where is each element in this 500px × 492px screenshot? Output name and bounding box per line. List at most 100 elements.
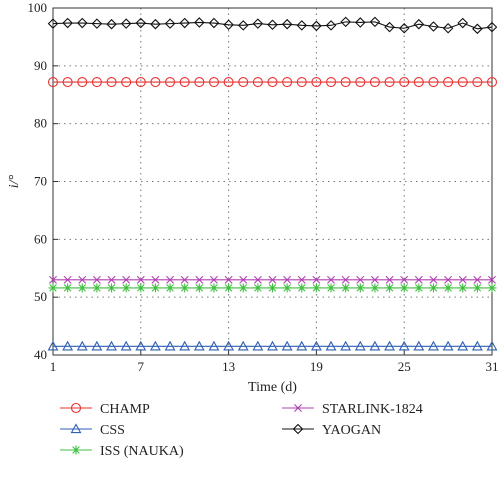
- data-point: [223, 19, 234, 31]
- data-point: [92, 275, 101, 284]
- data-point: [429, 275, 438, 284]
- data-point: [63, 283, 73, 293]
- data-point: [282, 76, 293, 88]
- data-point: [120, 18, 132, 29]
- series-layer: [47, 16, 498, 351]
- legend: CHAMP CSS ISS (NAUKA) STARLINK-1824 YAOGAN: [60, 402, 423, 459]
- data-point: [442, 340, 454, 351]
- axis-ticks: 1 7 13 19 25 31 40 50 60 70 80 90 100: [28, 0, 499, 374]
- data-point: [325, 20, 337, 31]
- data-point: [135, 76, 146, 88]
- data-point: [238, 76, 249, 88]
- data-point: [400, 275, 409, 284]
- data-point: [458, 275, 467, 284]
- legend-item: ISS (NAUKA): [60, 444, 184, 459]
- x-tick-label: 31: [486, 359, 499, 374]
- data-point: [252, 76, 263, 88]
- data-point: [179, 76, 190, 88]
- data-point: [399, 283, 409, 293]
- x-tick-label: 25: [398, 359, 411, 374]
- data-point: [253, 283, 263, 293]
- data-point: [106, 18, 117, 30]
- data-point: [252, 340, 264, 351]
- legend-marker: [70, 423, 82, 434]
- data-point: [326, 283, 336, 293]
- data-point: [135, 340, 147, 351]
- data-point: [91, 76, 102, 88]
- data-point: [77, 76, 88, 88]
- series-1: [47, 340, 498, 351]
- data-point: [239, 275, 248, 284]
- data-point: [384, 340, 396, 351]
- legend-label: STARLINK-1824: [322, 402, 423, 417]
- y-tick-label: 70: [34, 174, 47, 189]
- data-point: [398, 340, 410, 351]
- data-point: [486, 21, 498, 33]
- data-point: [443, 76, 454, 88]
- data-point: [355, 76, 366, 88]
- data-point: [121, 76, 132, 88]
- data-point: [341, 283, 351, 293]
- data-point: [76, 17, 88, 29]
- data-point: [369, 76, 380, 88]
- data-point: [48, 283, 58, 293]
- data-point: [355, 17, 366, 28]
- legend-marker: [70, 402, 82, 414]
- data-point: [267, 340, 278, 351]
- data-point: [355, 283, 365, 293]
- data-point: [164, 340, 176, 351]
- data-point: [413, 18, 425, 30]
- data-point: [354, 340, 366, 351]
- data-point: [209, 275, 218, 284]
- data-point: [384, 76, 395, 88]
- data-point: [325, 340, 337, 351]
- x-tick-label: 13: [222, 359, 235, 374]
- data-point: [224, 275, 233, 284]
- plot-frame: [52, 7, 493, 356]
- data-point: [208, 340, 220, 351]
- series-line: [52, 21, 493, 30]
- grid: [53, 8, 492, 355]
- data-point: [209, 283, 219, 293]
- data-point: [341, 275, 350, 284]
- data-point: [428, 21, 439, 32]
- data-point: [428, 283, 438, 293]
- legend-item: YAOGAN: [282, 423, 381, 438]
- data-point: [457, 17, 469, 29]
- data-point: [49, 275, 57, 284]
- x-tick-label: 19: [310, 359, 323, 374]
- legend-label: CSS: [100, 423, 125, 438]
- data-point: [296, 76, 307, 88]
- data-point: [179, 340, 191, 351]
- data-point: [414, 283, 424, 293]
- data-point: [487, 283, 497, 293]
- data-point: [194, 283, 204, 293]
- data-point: [267, 19, 278, 31]
- data-point: [135, 17, 147, 29]
- data-point: [122, 275, 131, 284]
- data-point: [486, 76, 498, 88]
- data-point: [458, 283, 468, 293]
- data-point: [414, 275, 423, 284]
- data-point: [193, 340, 205, 351]
- data-point: [62, 76, 73, 88]
- data-point: [91, 18, 103, 29]
- series-0: [47, 76, 498, 88]
- data-point: [180, 283, 190, 293]
- data-point: [312, 275, 321, 284]
- data-point: [194, 17, 205, 28]
- x-tick-label: 7: [138, 359, 145, 374]
- data-point: [149, 340, 161, 351]
- data-point: [443, 283, 453, 293]
- data-point: [370, 275, 379, 284]
- data-point: [297, 283, 307, 293]
- y-tick-label: 80: [34, 116, 47, 131]
- data-point: [385, 275, 394, 284]
- data-point: [180, 275, 189, 284]
- legend-marker: [292, 423, 304, 435]
- legend-item: CSS: [60, 423, 125, 438]
- data-point: [297, 275, 306, 284]
- data-point: [91, 340, 103, 351]
- data-point: [63, 275, 72, 284]
